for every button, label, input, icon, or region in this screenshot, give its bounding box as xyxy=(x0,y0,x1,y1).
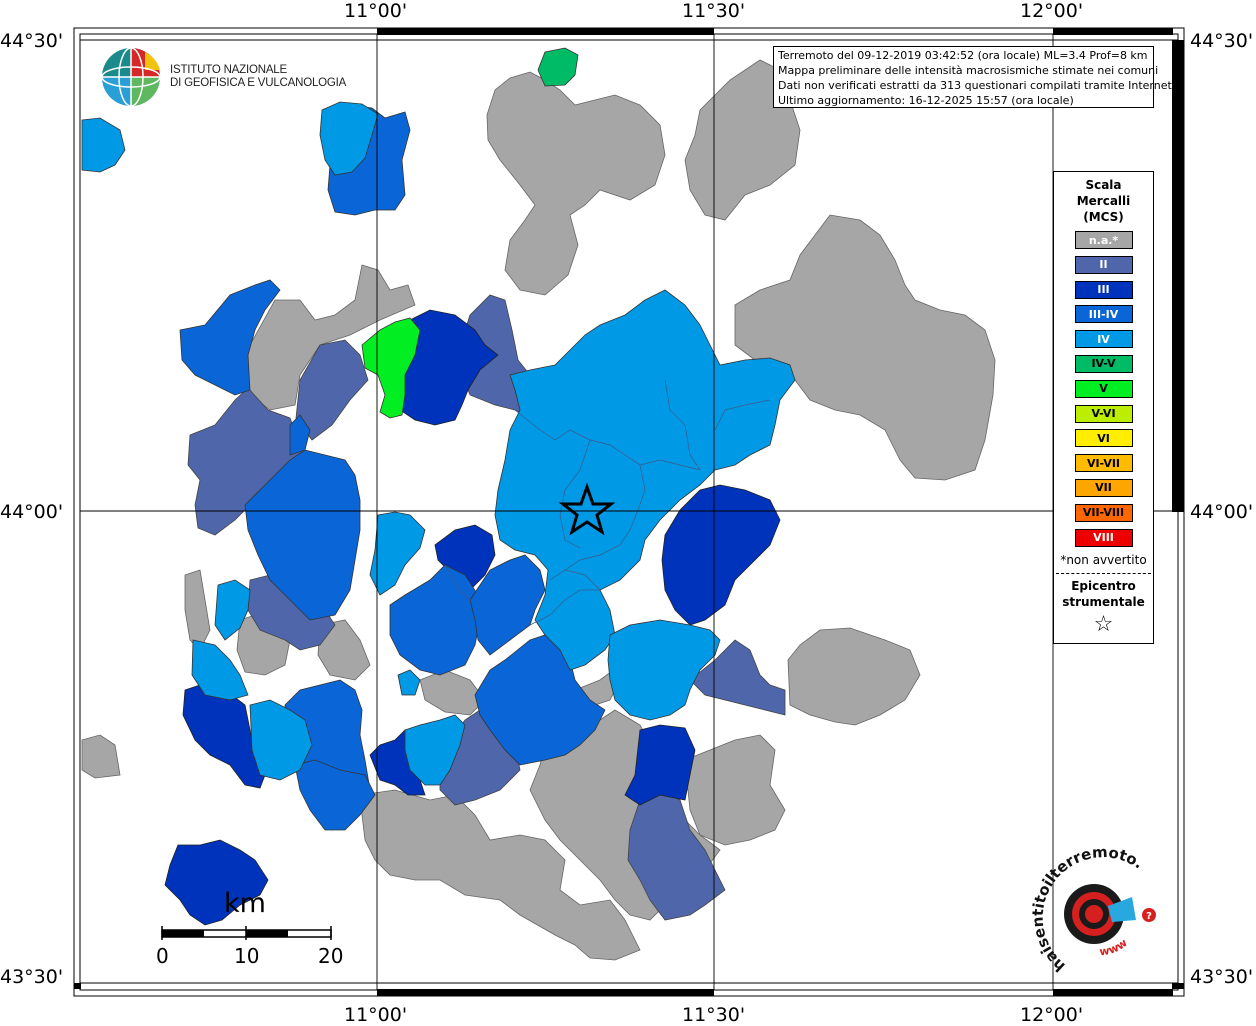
legend-level-1: II xyxy=(1074,255,1133,274)
mcs-legend: Scala Mercalli (MCS) n.a.* II III III-IV IV I… xyxy=(1053,171,1154,644)
legend-epicentre-label: Epicentro strumentale xyxy=(1054,578,1153,610)
internal-boundaries xyxy=(444,379,771,626)
legend-level-10: VII xyxy=(1074,478,1133,497)
municipalities-III xyxy=(164,309,781,926)
event-info-box: Terremoto del 09-12-2019 03:42:52 (ora l… xyxy=(773,46,1176,108)
legend-levels: n.a.* II III III-IV IV IV-V V V-VI VI VI-VII VII VI… xyxy=(1054,231,1153,547)
legend-level-8: VI xyxy=(1074,429,1133,448)
svg-text:?: ? xyxy=(1146,911,1152,922)
legend-level-12: VIII xyxy=(1074,528,1133,547)
right-label-4430: 44°30' xyxy=(1190,30,1254,52)
legend-title-1: Scala xyxy=(1085,178,1122,192)
legend-level-4: IV xyxy=(1074,330,1133,349)
legend-level-6: V xyxy=(1074,379,1133,398)
scale-unit: km xyxy=(224,888,266,919)
legend-title: Scala Mercalli (MCS) xyxy=(1054,177,1153,225)
top-label-1100: 11°00' xyxy=(344,0,408,22)
scale-tick-10: 10 xyxy=(234,944,260,968)
ingv-line-1: ISTITUTO NAZIONALE xyxy=(170,64,287,76)
event-info-line-4: Ultimo aggiornamento: 16-12-2025 15:57 (… xyxy=(778,94,1074,107)
bottom-label-1100: 11°00' xyxy=(344,1004,408,1026)
municipalities-IV xyxy=(81,101,796,786)
event-info-line-2: Mappa preliminare delle intensità macros… xyxy=(778,64,1159,77)
legend-epi-1: Epicentro xyxy=(1071,579,1136,594)
ingv-logo-text: ISTITUTO NAZIONALE DI GEOFISICA E VULCAN… xyxy=(170,64,346,90)
top-label-1200: 12°00' xyxy=(1020,0,1084,22)
scale-bar xyxy=(161,926,332,940)
scale-tick-20: 20 xyxy=(318,944,344,968)
scale-tick-0: 0 xyxy=(156,944,169,968)
left-label-4330: 43°30' xyxy=(0,966,64,988)
right-label-4400: 44°00' xyxy=(1190,501,1254,523)
top-label-1130: 11°30' xyxy=(682,0,746,22)
legend-title-2: Mercalli xyxy=(1076,194,1131,208)
legend-level-2: III xyxy=(1074,280,1133,299)
legend-divider xyxy=(1056,573,1151,575)
event-info-line-3: Dati non verificati estratti da 313 ques… xyxy=(778,79,1176,92)
ingv-globe-icon xyxy=(101,47,161,107)
municipalities-na xyxy=(81,59,996,961)
municipalities-IV-V xyxy=(537,47,579,87)
legend-epi-2: strumentale xyxy=(1062,595,1145,610)
bottom-label-1130: 11°30' xyxy=(682,1004,746,1026)
legend-note: *non avvertito xyxy=(1060,553,1147,568)
bottom-label-1200: 12°00' xyxy=(1020,1004,1084,1026)
event-info-line-1: Terremoto del 09-12-2019 03:42:52 (ora l… xyxy=(778,49,1148,62)
legend-level-5: IV-V xyxy=(1074,354,1133,373)
legend-level-9: VI-VII xyxy=(1074,454,1133,473)
legend-title-3: (MCS) xyxy=(1083,210,1124,224)
legend-level-7: V-VI xyxy=(1074,404,1133,423)
municipalities-V xyxy=(361,317,421,419)
ingv-line-2: DI GEOFISICA E VULCANOLOGIA xyxy=(170,77,347,89)
legend-level-11: VII-VIII xyxy=(1074,503,1133,522)
legend-star-icon: ☆ xyxy=(1093,612,1114,638)
left-label-4430: 44°30' xyxy=(0,30,64,52)
epicentre-star xyxy=(558,482,616,536)
legend-level-0: n.a.* xyxy=(1074,231,1133,249)
legend-level-3: III-IV xyxy=(1074,305,1133,324)
left-label-4400: 44°00' xyxy=(0,501,64,523)
right-label-4330: 43°30' xyxy=(1190,966,1254,988)
frame-bars xyxy=(74,28,1184,996)
